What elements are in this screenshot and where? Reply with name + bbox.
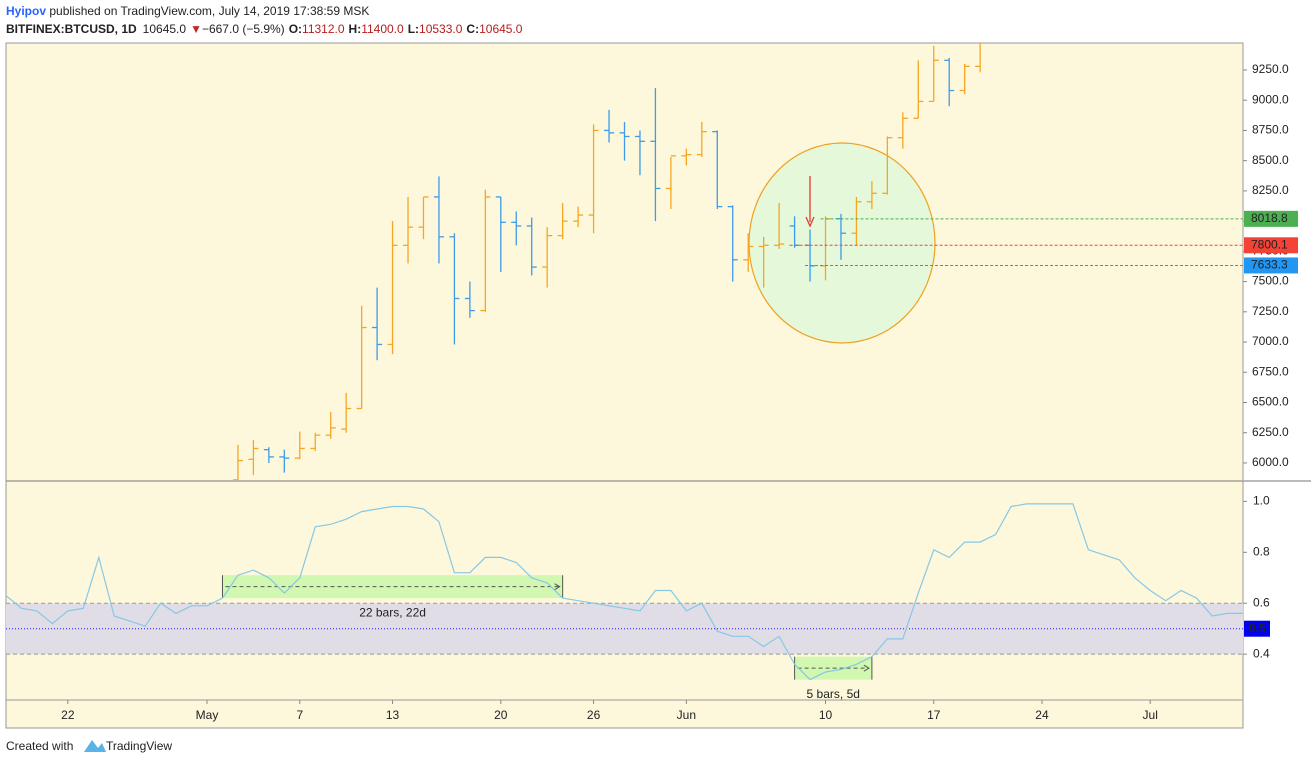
logo bbox=[84, 740, 106, 752]
arrow: ▼ bbox=[190, 22, 202, 36]
y-tick-label: 6500.0 bbox=[1252, 395, 1289, 409]
ohlc-value: 11312.0 bbox=[302, 22, 345, 36]
x-tick-label: 17 bbox=[927, 708, 941, 722]
ohlc-value: 11400.0 bbox=[361, 22, 404, 36]
level-label: 7800.1 bbox=[1251, 237, 1288, 251]
footer-brand: TradingView bbox=[106, 739, 172, 753]
x-tick-label: 10 bbox=[819, 708, 833, 722]
price-bars bbox=[232, 43, 981, 480]
y-tick-label: 0.4 bbox=[1253, 646, 1270, 660]
last: 10645.0 bbox=[143, 22, 187, 36]
range-label: 22 bars, 22d bbox=[359, 605, 426, 619]
level-label: 7633.3 bbox=[1251, 258, 1288, 272]
y-tick-label: 0.8 bbox=[1253, 544, 1270, 558]
symbol: BITFINEX:BTCUSD, 1D bbox=[6, 22, 137, 36]
y-tick-label: 8250.0 bbox=[1252, 183, 1289, 197]
x-tick-label: 7 bbox=[296, 708, 303, 722]
x-tick-label: 24 bbox=[1035, 708, 1049, 722]
x-tick-label: Jul bbox=[1143, 708, 1158, 722]
x-tick-label: May bbox=[196, 708, 219, 722]
level-tag bbox=[1244, 237, 1298, 254]
ohlc-value: 10533.0 bbox=[419, 22, 463, 36]
author: Hyipov bbox=[6, 4, 46, 18]
change: −667.0 (−5.9%) bbox=[202, 22, 285, 36]
x-tick-label: 20 bbox=[494, 708, 508, 722]
y-tick-label: 7250.0 bbox=[1252, 304, 1289, 318]
y-tick-label: 0.6 bbox=[1253, 595, 1270, 609]
y-tick-label: 6250.0 bbox=[1252, 425, 1289, 439]
header-line-2: BITFINEX:BTCUSD, 1D 10645.0 ▼−667.0 (−5.9%… bbox=[6, 22, 523, 36]
ohlc-key: C: bbox=[466, 22, 479, 36]
x-tick-label: 26 bbox=[587, 708, 601, 722]
published: published on TradingView.com, July 14, 2… bbox=[46, 4, 369, 18]
level-tag bbox=[1244, 210, 1298, 227]
ohlc-key: O: bbox=[289, 22, 302, 36]
level-label: 8018.8 bbox=[1251, 211, 1288, 225]
y-tick-label: 6000.0 bbox=[1252, 455, 1289, 469]
arrow-head bbox=[805, 216, 815, 228]
y-tick-label: 6750.0 bbox=[1252, 364, 1289, 378]
highlight-circle bbox=[748, 142, 936, 344]
midline-label: 0.5 bbox=[1249, 621, 1266, 635]
header-line-1: Hyipov published on TradingView.com, Jul… bbox=[6, 4, 369, 18]
ohlc-key: H: bbox=[349, 22, 362, 36]
ohlc-value: 10645.0 bbox=[479, 22, 523, 36]
range-arrow-head bbox=[554, 583, 561, 591]
x-tick-label: 22 bbox=[61, 708, 75, 722]
footer-created: Created with bbox=[6, 739, 73, 753]
midline-tag bbox=[1244, 620, 1270, 637]
y-tick-label: 8500.0 bbox=[1252, 153, 1289, 167]
range-label: 5 bars, 5d bbox=[807, 687, 860, 701]
level-tag bbox=[1244, 257, 1298, 274]
ohlc-key: L: bbox=[408, 22, 419, 36]
x-tick-label: Jun bbox=[677, 708, 696, 722]
range-box bbox=[222, 575, 563, 599]
y-tick-label: 9000.0 bbox=[1252, 92, 1289, 106]
y-tick-label: 8750.0 bbox=[1252, 123, 1289, 137]
y-tick-label: 7500.0 bbox=[1252, 274, 1289, 288]
y-tick-label: 9250.0 bbox=[1252, 62, 1289, 76]
x-tick-label: 13 bbox=[386, 708, 400, 722]
range-arrow-head bbox=[863, 664, 870, 672]
y-tick-label: 7000.0 bbox=[1252, 334, 1289, 348]
indicator-line bbox=[5, 503, 1243, 681]
y-tick-label: 1.0 bbox=[1253, 494, 1270, 508]
